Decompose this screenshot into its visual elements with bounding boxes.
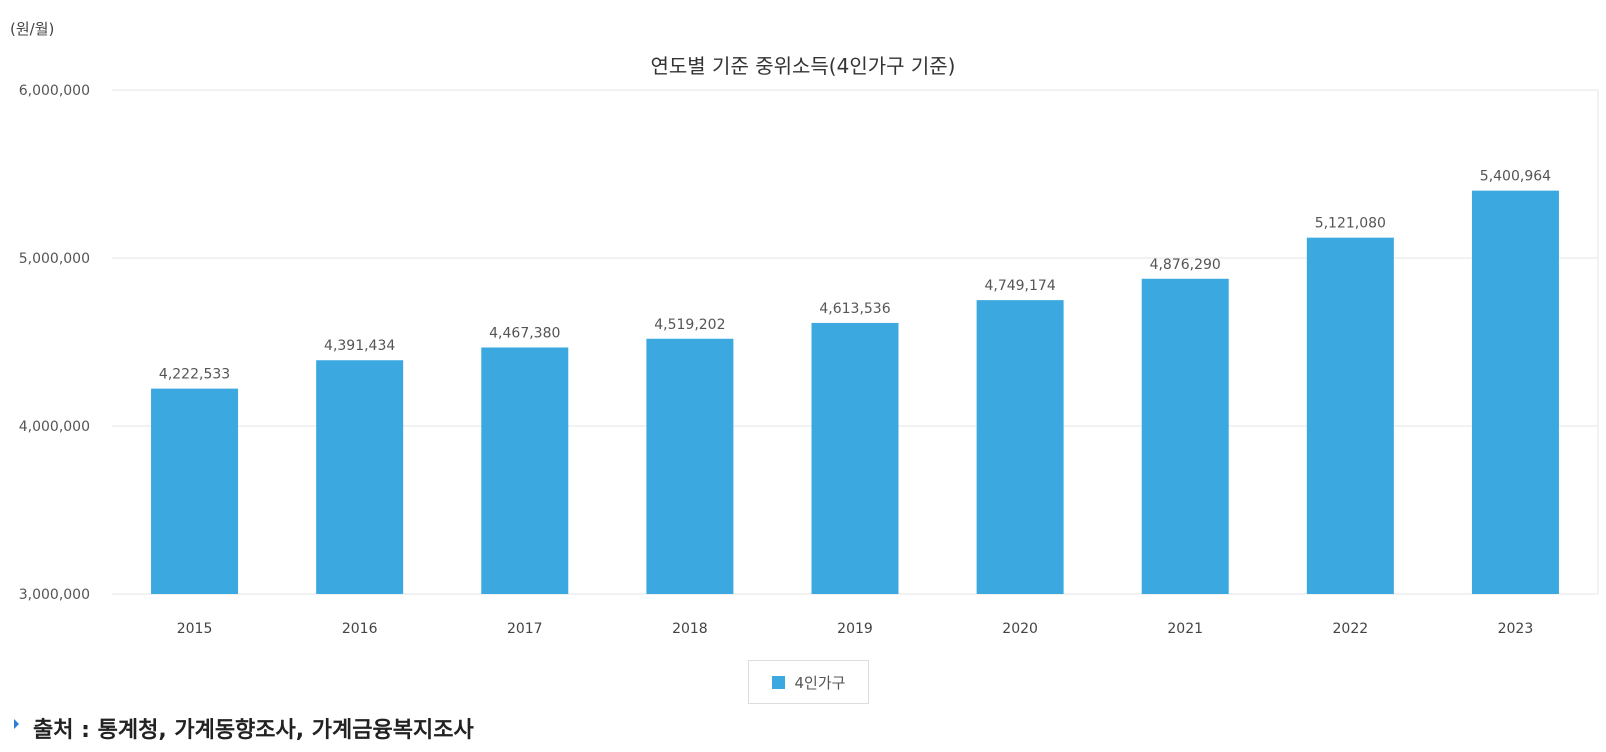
x-tick-label: 2023	[1498, 621, 1534, 637]
y-axis-unit-label: (원/월)	[10, 20, 55, 38]
y-tick-label: 4,000,000	[19, 419, 90, 435]
x-tick-label: 2022	[1333, 621, 1369, 637]
data-label: 4,876,290	[1150, 257, 1221, 273]
x-tick-label: 2016	[342, 621, 378, 637]
x-axis-ticks: 2015 2016 2017 2018 2019 2020 2021 2022 2023	[177, 621, 1534, 637]
bar	[151, 388, 239, 594]
bar	[1141, 278, 1229, 594]
bar	[811, 322, 899, 594]
data-label: 4,519,202	[654, 317, 725, 333]
x-tick-label: 2015	[177, 621, 213, 637]
x-tick-label: 2017	[507, 621, 543, 637]
legend-label: 4인가구	[794, 673, 846, 692]
source-note: 출처 : 통계청, 가계동향조사, 가계금융복지조사	[14, 712, 474, 744]
bar	[1306, 237, 1394, 594]
y-tick-label: 5,000,000	[19, 251, 90, 267]
x-tick-label: 2019	[837, 621, 873, 637]
y-tick-label: 6,000,000	[19, 83, 90, 99]
source-text: 출처 : 통계청, 가계동향조사, 가계금융복지조사	[33, 718, 474, 743]
bar	[481, 347, 569, 594]
chart-title: 연도별 기준 중위소득(4인가구 기준)	[650, 54, 956, 78]
bar	[316, 360, 404, 594]
data-label: 4,391,434	[324, 338, 395, 354]
y-axis-ticks: 3,000,000 4,000,000 5,000,000 6,000,000	[19, 83, 90, 603]
x-tick-label: 2018	[672, 621, 708, 637]
data-label: 4,749,174	[984, 278, 1055, 294]
data-label: 4,467,380	[489, 325, 560, 341]
legend-swatch	[771, 675, 785, 689]
data-label: 5,400,964	[1480, 169, 1551, 185]
bullet-marker-icon	[14, 719, 19, 729]
data-label: 5,121,080	[1315, 216, 1386, 232]
bars	[151, 190, 1559, 594]
data-labels: 4,222,533 4,391,434 4,467,380 4,519,202 4,61…	[159, 169, 1551, 383]
x-tick-label: 2021	[1167, 621, 1203, 637]
bar	[976, 300, 1064, 594]
y-tick-label: 3,000,000	[19, 587, 90, 603]
x-tick-label: 2020	[1002, 621, 1038, 637]
bar	[646, 338, 734, 594]
bar	[1471, 190, 1559, 594]
legend[interactable]: 4인가구	[748, 660, 869, 704]
data-label: 4,222,533	[159, 367, 230, 383]
data-label: 4,613,536	[819, 301, 890, 317]
